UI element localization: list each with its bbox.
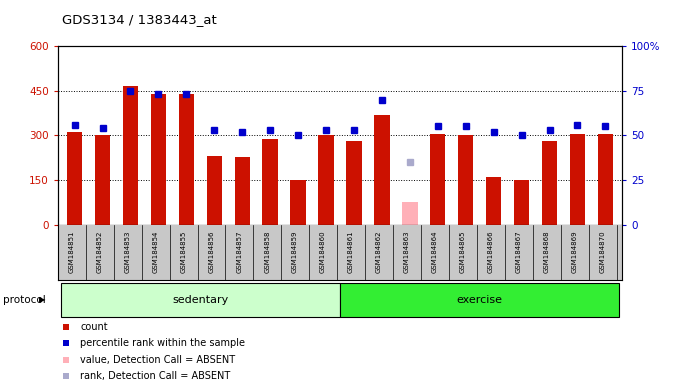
Text: GSM184858: GSM184858: [264, 230, 270, 273]
Text: GSM184856: GSM184856: [208, 230, 214, 273]
Text: sedentary: sedentary: [172, 295, 228, 305]
Text: GSM184864: GSM184864: [432, 230, 438, 273]
Bar: [514, 180, 529, 225]
Text: GSM184859: GSM184859: [292, 230, 298, 273]
Text: GSM184866: GSM184866: [488, 230, 494, 273]
Text: exercise: exercise: [457, 295, 503, 305]
Bar: [151, 94, 166, 225]
Text: percentile rank within the sample: percentile rank within the sample: [80, 338, 245, 348]
Text: value, Detection Call = ABSENT: value, Detection Call = ABSENT: [80, 354, 235, 364]
Text: GSM184862: GSM184862: [376, 230, 382, 273]
Text: GSM184870: GSM184870: [600, 230, 605, 273]
Bar: [542, 141, 557, 225]
Text: GSM184860: GSM184860: [320, 230, 326, 273]
Bar: [374, 114, 390, 225]
Bar: [67, 132, 82, 225]
Bar: [262, 139, 278, 225]
Text: rank, Detection Call = ABSENT: rank, Detection Call = ABSENT: [80, 371, 231, 381]
Bar: [290, 180, 306, 225]
Text: GSM184865: GSM184865: [460, 230, 466, 273]
Bar: [346, 141, 362, 225]
Text: GSM184863: GSM184863: [404, 230, 410, 273]
Bar: [179, 94, 194, 225]
Bar: [598, 134, 613, 225]
Bar: [570, 134, 585, 225]
Text: protocol: protocol: [3, 295, 46, 305]
Bar: [95, 136, 110, 225]
Bar: [61, 283, 340, 317]
Text: GDS3134 / 1383443_at: GDS3134 / 1383443_at: [62, 13, 217, 26]
Text: GSM184855: GSM184855: [180, 230, 186, 273]
Text: GSM184868: GSM184868: [543, 230, 549, 273]
Text: GSM184861: GSM184861: [348, 230, 354, 273]
Text: count: count: [80, 322, 108, 332]
Bar: [123, 86, 138, 225]
Bar: [430, 134, 445, 225]
Text: ▶: ▶: [39, 295, 46, 304]
Text: GSM184853: GSM184853: [124, 230, 131, 273]
Text: GSM184851: GSM184851: [69, 230, 75, 273]
Bar: [318, 136, 334, 225]
Bar: [207, 156, 222, 225]
Bar: [340, 283, 619, 317]
Text: GSM184857: GSM184857: [236, 230, 242, 273]
Text: GSM184869: GSM184869: [571, 230, 577, 273]
Text: GSM184852: GSM184852: [97, 230, 103, 273]
Bar: [235, 157, 250, 225]
Bar: [486, 177, 501, 225]
Text: GSM184854: GSM184854: [152, 230, 158, 273]
Text: GSM184867: GSM184867: [515, 230, 522, 273]
Bar: [402, 202, 418, 225]
Bar: [458, 136, 473, 225]
